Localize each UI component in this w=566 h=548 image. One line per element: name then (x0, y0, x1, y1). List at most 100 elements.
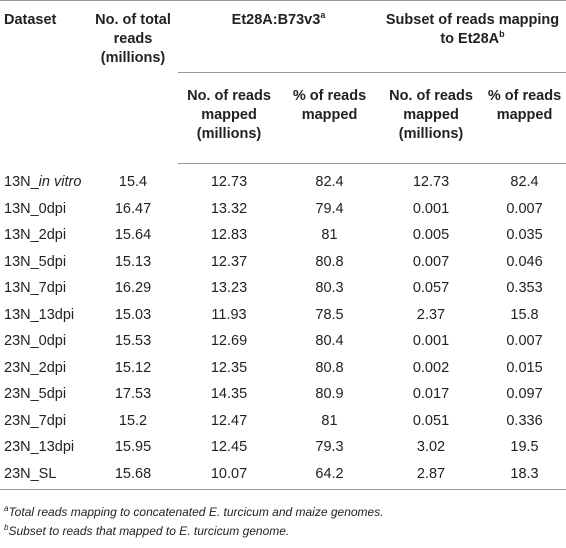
cell-mapped-count: 11.93 (211, 306, 247, 323)
footnote-b-text: Subset to reads that mapped to E. turcic… (8, 524, 290, 538)
dataset-name: 13N_ (4, 173, 39, 190)
cell-total-reads: 15.2 (118, 412, 148, 429)
cell-mapped-count: 12.69 (210, 333, 248, 349)
footnote-a-text: Total reads mapping to concatenated E. t… (8, 505, 384, 519)
table-row: 23N_0dpi 15.53 12.69 80.4 0.001 0.007 (0, 328, 566, 355)
cell-total-reads: 15.68 (88, 460, 178, 490)
cell-mapped-percent: 78.5 (315, 306, 344, 323)
cell-subset-count: 2.37 (416, 306, 446, 323)
cell-subset-percent: 0.046 (506, 253, 543, 270)
cell-subset-percent: 19.5 (510, 439, 539, 455)
cell-total-reads: 15.4 (118, 173, 148, 190)
header-total-reads: No. of total reads (millions) (88, 0, 178, 164)
footnote-b-mark: b (4, 523, 9, 532)
cell-mapped-percent: 64.2 (280, 460, 379, 490)
cell-mapped-count: 12.35 (210, 359, 248, 376)
reads-mapping-table: Dataset No. of total reads (millions) Et… (0, 0, 566, 490)
cell-subset-count: 12.73 (412, 174, 450, 190)
table-row: 23N_13dpi 15.95 12.45 79.3 3.02 19.5 (0, 434, 566, 461)
cell-total-reads: 16.47 (114, 200, 152, 217)
header-mapped-count: No. of reads mapped (millions) (178, 72, 280, 164)
cell-mapped-percent: 81 (321, 227, 338, 243)
cell-total-reads: 16.29 (114, 280, 152, 296)
footnote-mark-a: a (320, 10, 326, 20)
footnote-a: aTotal reads mapping to concatenated E. … (4, 503, 384, 522)
table-row: 13N_0dpi 16.47 13.32 79.4 0.001 0.007 (0, 196, 566, 223)
cell-total-reads: 15.13 (114, 253, 152, 270)
table-row: 13N_13dpi 15.03 11.93 78.5 2.37 15.8 (0, 302, 566, 329)
cell-dataset: 13N_7dpi (4, 280, 67, 296)
footnote-b: bSubset to reads that mapped to E. turci… (4, 522, 384, 541)
footnote-a-mark: a (4, 504, 9, 513)
cell-subset-count: 0.007 (412, 253, 450, 270)
header-subset-count: No. of reads mapped (millions) (379, 72, 483, 164)
cell-subset-count: 0.002 (412, 359, 450, 376)
cell-mapped-percent: 80.8 (315, 253, 344, 270)
header-mapped-percent: % of reads mapped (280, 72, 379, 164)
header-subset-percent: % of reads mapped (483, 72, 566, 164)
cell-mapped-percent: 79.4 (315, 200, 344, 217)
cell-dataset: 13N_13dpi (4, 306, 75, 323)
cell-mapped-count: 12.47 (210, 412, 248, 429)
table-row: 13N_in vitro 15.4 12.73 82.4 12.73 82.4 (0, 164, 566, 196)
cell-dataset: 23N_7dpi (4, 412, 67, 429)
cell-mapped-percent: 80.4 (315, 333, 344, 349)
cell-mapped-percent: 80.8 (315, 359, 344, 376)
cell-dataset: 23N_0dpi (4, 333, 67, 349)
cell-subset-percent: 0.035 (506, 227, 543, 243)
cell-subset-percent: 0.007 (506, 333, 543, 349)
cell-mapped-percent: 80.3 (315, 280, 344, 296)
cell-subset-count: 0.051 (412, 412, 450, 429)
table-row: 13N_7dpi 16.29 13.23 80.3 0.057 0.353 (0, 275, 566, 302)
cell-mapped-percent: 82.4 (315, 174, 344, 190)
cell-subset-percent: 82.4 (510, 174, 539, 190)
cell-dataset: 13N_0dpi (4, 200, 67, 217)
cell-dataset: 23N_SL (0, 460, 88, 490)
table-header: Dataset No. of total reads (millions) Et… (0, 0, 566, 164)
header-group-et28a-b73v3: Et28A:B73v3a (178, 0, 379, 73)
cell-mapped-count: 12.83 (210, 227, 248, 243)
cell-mapped-percent: 79.3 (315, 439, 344, 455)
table-row: 23N_7dpi 15.2 12.47 81 0.051 0.336 (0, 408, 566, 435)
cell-subset-count: 3.02 (416, 439, 446, 455)
table-row: 13N_5dpi 15.13 12.37 80.8 0.007 0.046 (0, 249, 566, 276)
header-group-subset-et28a: Subset of reads mapping to Et28Ab (379, 0, 566, 73)
cell-subset-percent: 0.097 (506, 386, 543, 402)
header-group-et28a-b73v3-label: Et28A:B73v3 (231, 12, 321, 28)
cell-dataset: 13N_2dpi (4, 227, 67, 243)
header-group-subset-label: Subset of reads mapping to Et28A (385, 12, 560, 47)
cell-subset-percent: 18.3 (483, 460, 566, 490)
cell-dataset: 23N_5dpi (4, 386, 67, 402)
cell-subset-percent: 0.007 (506, 200, 543, 217)
cell-total-reads: 15.64 (114, 227, 152, 243)
cell-total-reads: 15.95 (114, 439, 152, 455)
cell-subset-count: 0.005 (412, 227, 450, 243)
cell-total-reads: 17.53 (114, 386, 152, 402)
cell-subset-count: 0.017 (412, 386, 450, 402)
cell-mapped-percent: 80.9 (315, 386, 344, 402)
cell-subset-count: 0.001 (412, 200, 450, 217)
cell-total-reads: 15.53 (114, 333, 152, 349)
cell-subset-count: 0.057 (412, 280, 450, 296)
cell-total-reads: 15.12 (114, 359, 152, 376)
cell-subset-count: 2.87 (379, 460, 483, 490)
table-body: 13N_in vitro 15.4 12.73 82.4 12.73 82.4 … (0, 164, 566, 490)
header-dataset: Dataset (0, 0, 88, 164)
cell-mapped-count: 12.73 (210, 174, 248, 190)
cell-dataset: 23N_13dpi (4, 439, 75, 455)
table-row: 23N_5dpi 17.53 14.35 80.9 0.017 0.097 (0, 381, 566, 408)
cell-subset-percent: 15.8 (510, 306, 539, 323)
cell-dataset: 13N_5dpi (4, 253, 67, 270)
table-row: 13N_2dpi 15.64 12.83 81 0.005 0.035 (0, 222, 566, 249)
table-footnotes: aTotal reads mapping to concatenated E. … (4, 503, 384, 541)
cell-dataset: 23N_2dpi (4, 359, 67, 376)
cell-subset-percent: 0.336 (506, 412, 543, 429)
cell-subset-percent: 0.353 (506, 280, 543, 296)
cell-mapped-count: 12.37 (210, 253, 248, 270)
table-row: 23N_SL 15.68 10.07 64.2 2.87 18.3 (0, 460, 566, 490)
cell-subset-percent: 0.015 (506, 359, 543, 376)
cell-mapped-count: 12.45 (210, 439, 248, 455)
cell-mapped-count: 14.35 (210, 386, 248, 402)
cell-mapped-count: 13.32 (210, 200, 248, 217)
